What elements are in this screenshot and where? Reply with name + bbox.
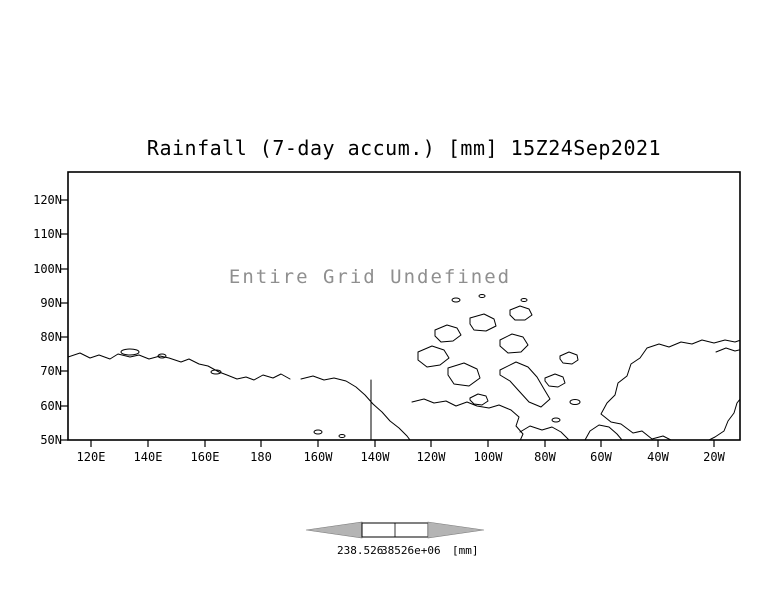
lon-tick-label: 40W <box>647 450 669 464</box>
colorbar-units-label: [mm] <box>452 544 479 557</box>
colorbar-left-arrow-icon <box>305 521 363 539</box>
lon-tick-label: 140W <box>360 450 390 464</box>
colorbar-right-arrow-icon <box>427 521 485 539</box>
colorbar-max-label: 38526e+06 <box>381 544 441 557</box>
lon-tick-label: 120W <box>416 450 446 464</box>
lon-axis-ticks <box>90 440 715 447</box>
lon-tick-label: 20W <box>703 450 725 464</box>
lat-axis-ticks <box>61 199 68 441</box>
lon-tick-label: 100W <box>473 450 503 464</box>
lat-tick-label: 90N <box>40 296 62 310</box>
lon-tick-label: 160W <box>303 450 333 464</box>
lat-tick-label: 100N <box>33 262 62 276</box>
lon-tick-label: 120E <box>76 450 106 464</box>
undefined-grid-message: Entire Grid Undefined <box>228 266 512 288</box>
colorbar-min-label: 238.526 <box>337 544 384 557</box>
lat-tick-label: 80N <box>40 330 62 344</box>
lat-tick-label: 110N <box>33 227 62 241</box>
lon-tick-label: 60W <box>590 450 612 464</box>
lat-tick-label: 120N <box>33 193 62 207</box>
plot-frame <box>67 171 741 441</box>
lon-tick-label: 80W <box>534 450 556 464</box>
lon-tick-label: 180 <box>250 450 272 464</box>
plot-title: Rainfall (7-day accum.) [mm] 15Z24Sep202… <box>146 136 662 160</box>
lat-tick-label: 60N <box>40 399 62 413</box>
lon-tick-label: 140E <box>133 450 163 464</box>
colorbar <box>305 521 485 539</box>
lon-tick-label: 160E <box>190 450 220 464</box>
lat-tick-label: 50N <box>40 433 62 447</box>
coastline-map <box>68 294 740 440</box>
lat-tick-label: 70N <box>40 364 62 378</box>
